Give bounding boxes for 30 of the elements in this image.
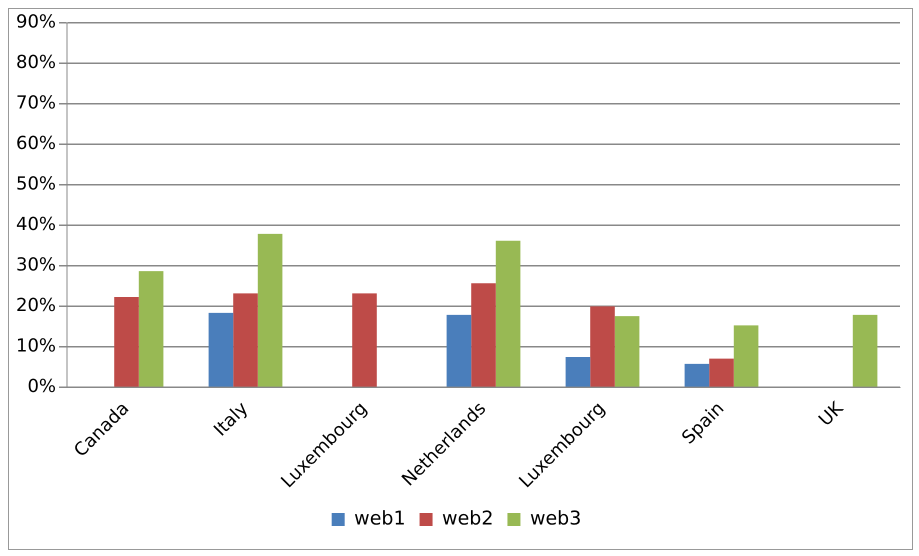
y-tick-label: 90%	[16, 11, 56, 32]
y-tick-label: 10%	[16, 336, 56, 357]
x-tick-label: UK	[814, 397, 848, 431]
y-tick-label: 20%	[16, 295, 56, 316]
bar	[114, 297, 139, 387]
y-tick-label: 70%	[16, 92, 56, 114]
bar	[590, 306, 615, 387]
bar	[208, 312, 234, 387]
y-tick-label: 50%	[16, 174, 56, 195]
bar	[684, 364, 710, 387]
legend-label: web1	[354, 507, 406, 530]
bar	[446, 314, 472, 387]
bar	[709, 358, 734, 387]
y-tick-label: 30%	[16, 254, 56, 276]
bar	[471, 283, 496, 387]
y-tick-label: 40%	[16, 214, 56, 236]
y-tick-label: 80%	[16, 52, 56, 73]
bar	[352, 293, 377, 387]
bar	[614, 316, 640, 387]
y-tick-label: 0%	[27, 376, 56, 398]
bar	[138, 271, 164, 387]
bar	[496, 240, 520, 387]
legend-label: web2	[442, 507, 494, 530]
bar	[566, 357, 590, 387]
legend-label: web3	[530, 507, 582, 530]
bar	[258, 234, 282, 387]
y-tick-label: 60%	[16, 133, 56, 154]
bar	[233, 293, 258, 387]
bar	[852, 314, 878, 387]
bar	[734, 325, 758, 387]
